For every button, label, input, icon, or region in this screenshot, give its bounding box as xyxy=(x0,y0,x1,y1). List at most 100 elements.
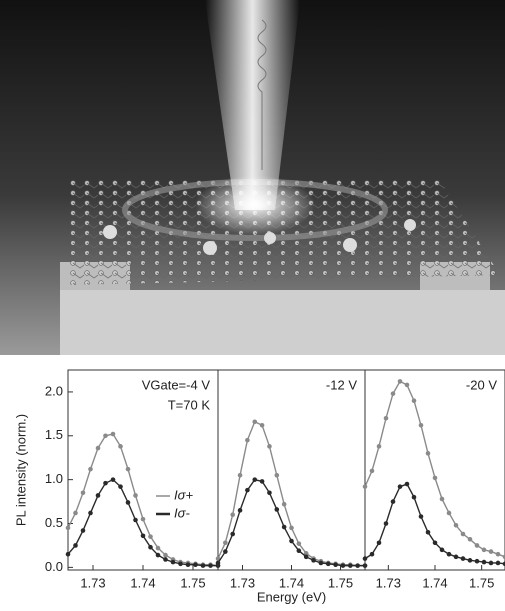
data-point xyxy=(133,517,138,523)
data-point xyxy=(193,562,198,568)
data-point xyxy=(65,525,71,531)
x-tick-label: 1.74 xyxy=(422,575,447,590)
data-point xyxy=(95,445,101,451)
data-point xyxy=(369,468,375,474)
x-tick-label: 1.74 xyxy=(130,575,155,590)
data-point xyxy=(274,472,280,478)
data-point xyxy=(170,559,176,565)
data-point xyxy=(259,479,265,484)
y-tick-label: 0.0 xyxy=(45,559,63,574)
data-point xyxy=(404,481,410,487)
annotation: VGate=-4 V xyxy=(142,377,211,392)
data-point xyxy=(340,563,346,568)
data-point xyxy=(460,531,466,537)
annotation: T=70 K xyxy=(168,397,211,412)
data-point xyxy=(200,563,206,568)
x-tick-label: 1.75 xyxy=(328,575,353,590)
illustration xyxy=(0,0,505,355)
data-point xyxy=(185,562,191,568)
x-tick-label: 1.75 xyxy=(180,575,205,590)
data-point xyxy=(80,490,86,496)
data-point xyxy=(281,501,287,507)
data-point xyxy=(215,560,221,566)
data-point xyxy=(281,524,287,530)
data-point xyxy=(348,563,353,568)
data-point xyxy=(118,484,123,489)
data-point xyxy=(383,415,389,421)
data-point xyxy=(333,562,338,568)
data-point xyxy=(383,521,389,526)
data-point xyxy=(488,549,494,554)
fit-line xyxy=(67,433,219,567)
data-point xyxy=(390,391,396,396)
y-tick-label: 0.5 xyxy=(45,515,63,530)
legend-label: Iσ- xyxy=(174,505,190,520)
data-point xyxy=(362,556,368,561)
data-point xyxy=(432,475,438,481)
data-point xyxy=(467,558,473,563)
data-point xyxy=(73,510,78,516)
data-point xyxy=(296,541,302,546)
data-point xyxy=(110,431,116,437)
data-point xyxy=(495,551,501,557)
data-point xyxy=(252,477,258,482)
data-point xyxy=(245,437,250,443)
data-point xyxy=(303,551,309,556)
data-point xyxy=(65,551,71,557)
data-point xyxy=(425,529,431,535)
data-point xyxy=(404,382,410,388)
data-point xyxy=(460,556,466,561)
data-point xyxy=(502,554,505,560)
data-point xyxy=(474,558,480,564)
data-point xyxy=(140,533,146,539)
data-point xyxy=(148,544,153,550)
x-tick-label: 1.73 xyxy=(230,575,255,590)
data-point xyxy=(118,444,123,449)
data-point xyxy=(418,514,424,519)
data-point xyxy=(453,554,459,560)
data-point xyxy=(208,563,213,568)
legend-label: Iσ+ xyxy=(174,487,193,502)
data-point xyxy=(163,552,168,558)
data-point xyxy=(425,451,431,456)
data-point xyxy=(325,561,331,567)
data-point xyxy=(133,493,138,498)
data-point xyxy=(125,500,131,505)
data-point xyxy=(453,522,459,528)
data-point xyxy=(397,484,403,489)
data-point xyxy=(274,507,280,512)
y-tick-label: 1.0 xyxy=(45,471,63,486)
data-point xyxy=(215,556,221,561)
data-point xyxy=(125,466,131,472)
data-point xyxy=(148,534,153,539)
data-point xyxy=(439,496,445,502)
data-point xyxy=(390,499,396,504)
fit-line xyxy=(217,420,365,567)
data-point xyxy=(103,480,108,486)
data-point xyxy=(303,554,309,560)
data-point xyxy=(259,422,265,428)
data-point xyxy=(163,557,168,562)
data-point xyxy=(481,559,487,565)
data-point xyxy=(73,543,78,548)
x-axis-label: Energy (eV) xyxy=(257,589,326,604)
x-tick-label: 1.74 xyxy=(279,575,304,590)
data-point xyxy=(397,379,403,384)
data-point xyxy=(481,547,487,553)
data-point xyxy=(311,558,316,563)
data-point xyxy=(289,538,294,544)
data-point xyxy=(446,510,452,516)
data-point xyxy=(418,422,424,428)
data-point xyxy=(376,444,382,449)
data-point xyxy=(95,493,101,498)
axes-frame xyxy=(364,369,505,571)
data-point xyxy=(467,536,473,542)
data-point xyxy=(488,560,494,566)
data-point xyxy=(237,472,243,478)
data-point xyxy=(80,528,86,533)
y-axis-label: PL intensity (norm.) xyxy=(13,414,28,526)
data-point xyxy=(369,551,375,557)
data-point xyxy=(140,516,146,522)
fit-line xyxy=(364,380,505,558)
